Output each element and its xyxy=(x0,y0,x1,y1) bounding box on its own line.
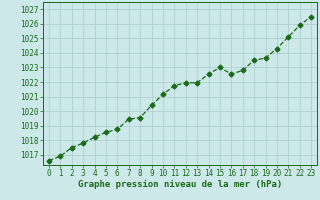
X-axis label: Graphe pression niveau de la mer (hPa): Graphe pression niveau de la mer (hPa) xyxy=(78,180,282,189)
